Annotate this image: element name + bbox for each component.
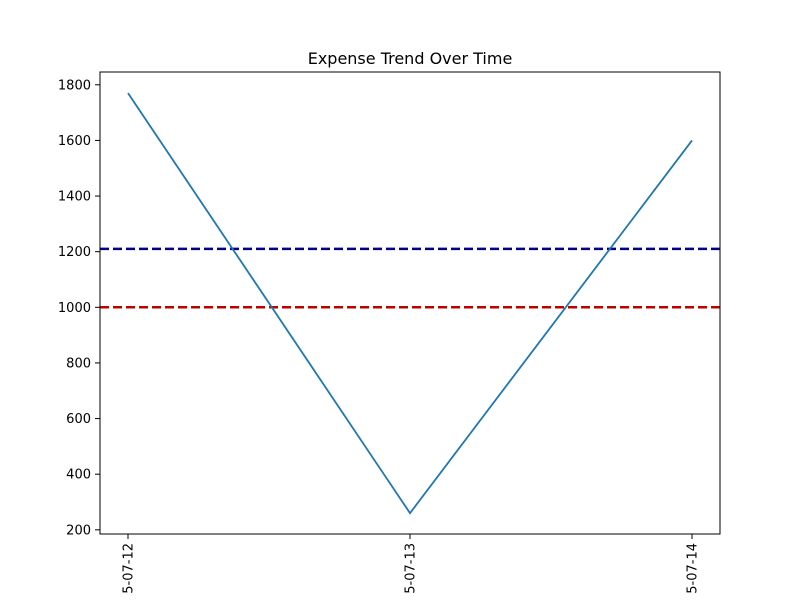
- y-tick-label: 1000: [58, 301, 91, 316]
- x-tick-label: 5-07-12: [122, 543, 137, 594]
- y-tick-label: 1400: [58, 190, 91, 205]
- series-line-1: [127, 92, 693, 515]
- chart-title: Expense Trend Over Time: [308, 49, 513, 68]
- axes: 200 400 600 800 1000 1200 1400 1600 1800 5-07-12 5…: [58, 78, 701, 593]
- y-tick-label: 600: [66, 412, 91, 427]
- y-tick-label: 1600: [58, 134, 91, 149]
- x-tick-label: 5-07-14: [686, 543, 701, 594]
- y-tick-label: 800: [66, 356, 91, 371]
- x-tick-label: 5-07-13: [404, 543, 419, 594]
- y-tick-label: 1800: [58, 78, 91, 93]
- y-tick-label: 200: [66, 523, 91, 538]
- plot-area: [100, 92, 720, 515]
- plot-frame: [99, 71, 721, 535]
- y-tick-label: 400: [66, 468, 91, 483]
- y-tick-label: 1200: [58, 245, 91, 260]
